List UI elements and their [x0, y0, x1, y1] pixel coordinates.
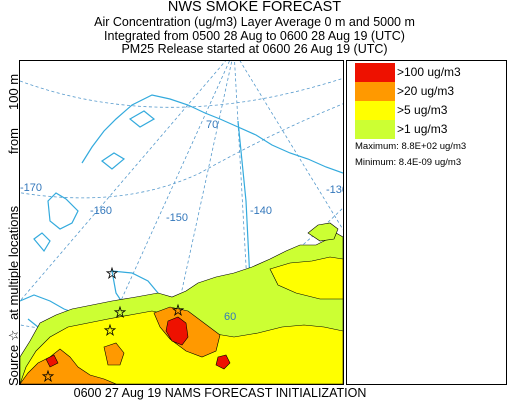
legend-label: >20 ug/m3	[397, 84, 455, 98]
source-star-icon	[113, 305, 127, 319]
subtitle-line-2: Integrated from 0500 28 Aug to 0600 28 A…	[104, 29, 405, 43]
plume-yellow-east	[269, 256, 343, 300]
legend-item: >100 ug/m3	[355, 63, 495, 82]
lon-label-170: -170	[20, 182, 42, 194]
lon-label-150: -150	[166, 212, 188, 224]
legend-item: >20 ug/m3	[355, 82, 495, 101]
source-markers	[41, 266, 185, 383]
source-star-icon	[41, 369, 55, 383]
subtitle-line-3: PM25 Release started at 0600 26 Aug 19 (…	[121, 42, 388, 56]
lon-label-130: -130	[326, 184, 343, 196]
lon-label-160: -160	[90, 205, 112, 217]
lat-label-60: 60	[224, 311, 236, 323]
plume-green-north	[307, 222, 339, 242]
footer-initialization: 0600 27 Aug 19 NAMS FORECAST INITIALIZAT…	[73, 386, 367, 400]
legend-swatch-green	[355, 120, 395, 139]
legend-label: >5 ug/m3	[397, 103, 448, 117]
legend-swatch-red	[355, 63, 395, 82]
maximum-value: Maximum: 8.8E+02 ug/m3	[355, 141, 467, 152]
smoke-plume	[20, 222, 343, 384]
lon-label-140: -140	[250, 205, 272, 217]
legend-panel: >100 ug/m3 >20 ug/m3 >5 ug/m3 >1 ug/m3 M…	[346, 60, 507, 385]
source-star-icon	[103, 323, 117, 337]
legend-item: >5 ug/m3	[355, 101, 495, 120]
legend-item: >1 ug/m3	[355, 120, 495, 139]
subtitle-line-1: Air Concentration (ug/m3) Layer Average …	[94, 15, 415, 29]
forecast-map: -170 -160 -150 -140 -130 70 60	[19, 60, 348, 385]
legend-swatch-orange	[355, 82, 395, 101]
source-star-icon	[171, 303, 185, 317]
source-star-icon	[105, 266, 119, 280]
legend-label: >100 ug/m3	[397, 65, 461, 79]
plume-red-2	[215, 354, 231, 370]
lat-label-70: 70	[206, 119, 218, 131]
legend-swatch-yellow	[355, 101, 395, 120]
plume-orange-3	[103, 342, 125, 366]
plume-red-3	[45, 354, 59, 368]
map-canvas: -170 -160 -150 -140 -130 70 60	[20, 61, 348, 384]
minimum-value: Minimum: 8.4E-09 ug/m3	[355, 157, 462, 168]
page-title: NWS SMOKE FORECAST	[167, 0, 342, 15]
plume-red	[165, 316, 189, 346]
legend-label: >1 ug/m3	[397, 122, 448, 136]
